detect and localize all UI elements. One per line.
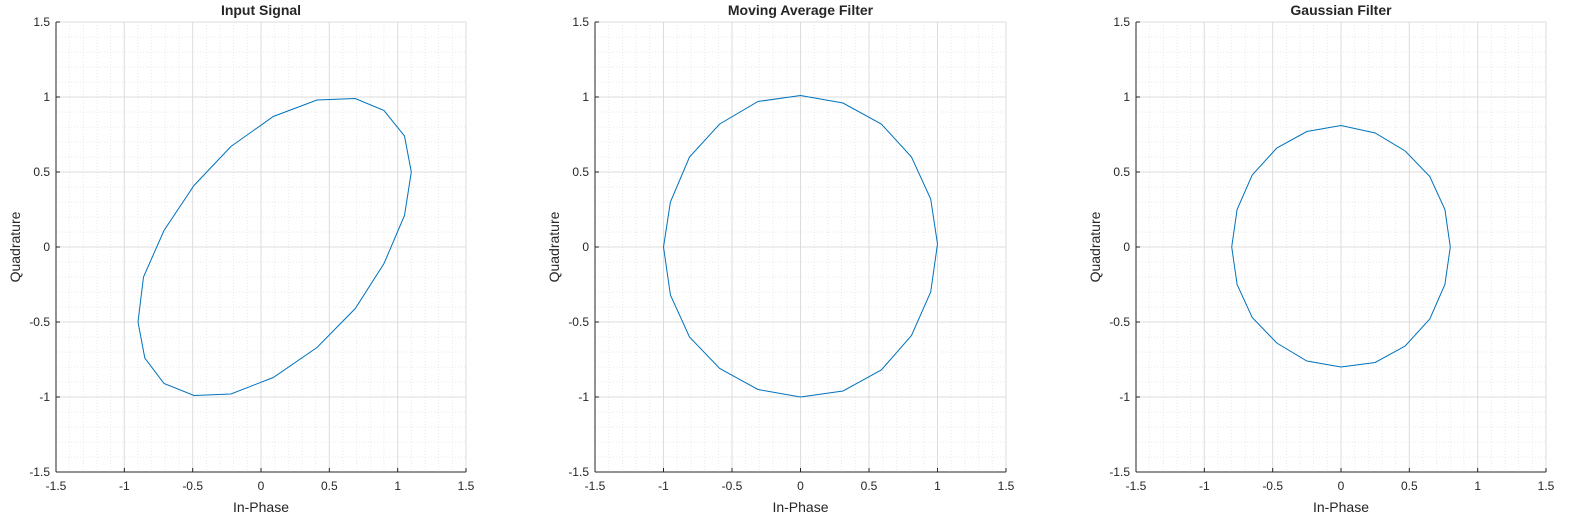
panel-3: -1.5 -1 -0.5 0 0.5 1 1.5 -1.5 -1 -0.5 0 0.5 1 1.5 Gaus…: [1087, 2, 1555, 515]
panel-2: -1.5 -1 -0.5 0 0.5 1 1.5 -1.5 -1 -0.5 0 0.5 1 1.5 Movi…: [546, 2, 1015, 515]
y-tick-label: 1: [582, 90, 589, 104]
chart-title: Gaussian Filter: [1290, 2, 1392, 18]
y-tick-label: -0.5: [1109, 315, 1130, 329]
series-line: [662, 94, 938, 398]
y-tick-label: 1.5: [33, 15, 50, 29]
y-tick-label: -0.5: [29, 315, 50, 329]
x-tick-label: -1.5: [46, 479, 67, 493]
y-tick-label: -1: [1119, 390, 1130, 404]
y-tick-label: 0: [43, 240, 50, 254]
y-tick-label: 1: [1123, 90, 1130, 104]
chart-title: Input Signal: [221, 2, 301, 18]
x-tick-label: -1.5: [1126, 479, 1147, 493]
x-tick-label: -0.5: [1262, 479, 1283, 493]
series-line: [137, 97, 412, 397]
x-tick-label: 0.5: [1401, 479, 1418, 493]
x-tick-label: 1.5: [998, 479, 1015, 493]
x-tick-label: -0.5: [722, 479, 743, 493]
y-tick-label: 0: [582, 240, 589, 254]
x-tick-label: 0.5: [321, 479, 338, 493]
x-tick-label: 0: [797, 479, 804, 493]
x-tick-label: 1.5: [1538, 479, 1555, 493]
y-axis-label: Quadrature: [7, 211, 23, 282]
x-tick-label: 0: [1338, 479, 1345, 493]
x-tick-label: -1: [119, 479, 130, 493]
y-tick-label: 1: [43, 90, 50, 104]
x-tick-label: 1: [1474, 479, 1481, 493]
y-tick-label: 0.5: [33, 165, 50, 179]
x-tick-label: -0.5: [182, 479, 203, 493]
x-tick-label: -1: [658, 479, 669, 493]
y-tick-label: -1.5: [29, 465, 50, 479]
y-tick-label: 1.5: [572, 15, 589, 29]
x-tick-label: -1: [1199, 479, 1210, 493]
series-line: [1231, 124, 1451, 368]
x-tick-label: 1: [934, 479, 941, 493]
y-tick-label: -1.5: [1109, 465, 1130, 479]
x-tick-label: 0: [258, 479, 265, 493]
y-tick-label: 1.5: [1113, 15, 1130, 29]
y-tick-label: 0: [1123, 240, 1130, 254]
x-tick-label: 1: [394, 479, 401, 493]
x-tick-label: 0.5: [861, 479, 878, 493]
y-tick-label: -1.5: [568, 465, 589, 479]
y-tick-label: 0.5: [1113, 165, 1130, 179]
chart-title: Moving Average Filter: [728, 2, 874, 18]
y-tick-label: -1: [39, 390, 50, 404]
x-tick-label: 1.5: [458, 479, 475, 493]
y-tick-label: -0.5: [568, 315, 589, 329]
x-tick-label: -1.5: [585, 479, 606, 493]
x-axis-label: In-Phase: [772, 499, 828, 515]
panel-1: -1.5 -1 -0.5 0 0.5 1 1.5 -1.5 -1 -0.5 0 0.5 1 1.5 Inpu…: [7, 2, 475, 515]
y-axis-label: Quadrature: [1087, 211, 1103, 282]
y-tick-label: 0.5: [572, 165, 589, 179]
x-axis-label: In-Phase: [1313, 499, 1369, 515]
x-axis-label: In-Phase: [233, 499, 289, 515]
y-axis-label: Quadrature: [546, 211, 562, 282]
y-tick-label: -1: [578, 390, 589, 404]
